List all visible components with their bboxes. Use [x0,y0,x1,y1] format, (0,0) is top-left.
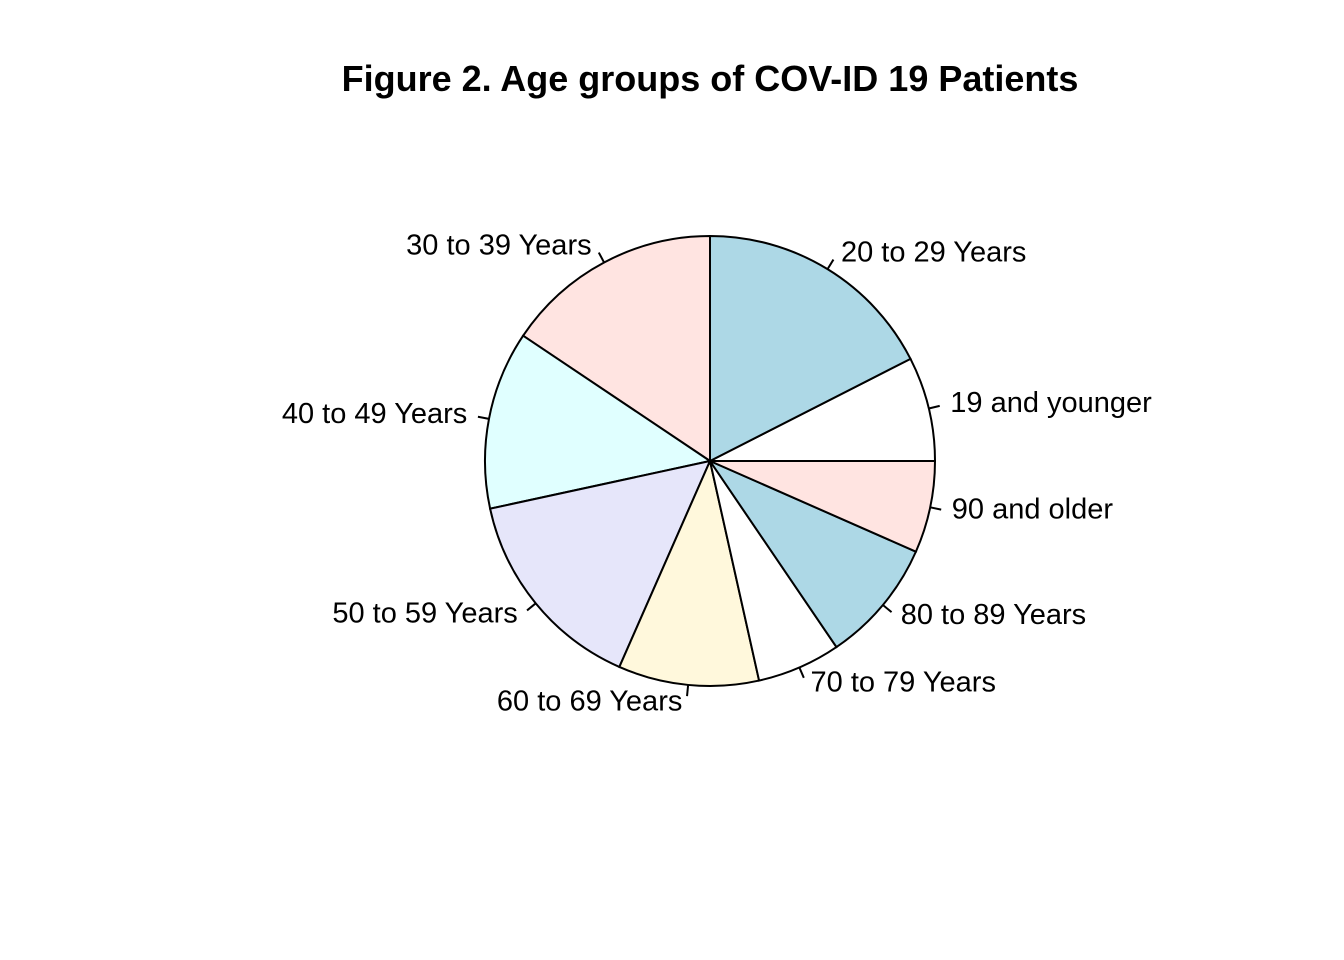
pie-slice-50-to-59-years [488,459,712,669]
leader-line-30-to-39-years [597,252,605,263]
leader-line-40-to-49-years [477,415,490,420]
pie-slice-40-to-49-years [484,334,713,510]
pie-slice-80-to-89-years [707,458,918,649]
leader-line-20-to-29-years [826,259,835,270]
pie-label-60-to-69-years: 60 to 69 Years [497,686,682,718]
pie-label-90-and-older: 90 and older [952,494,1114,526]
pie-label-50-to-59-years: 50 to 59 Years [332,597,517,629]
pie-leader-lines [477,252,942,697]
chart-title: Figure 2. Age groups of COV-ID 19 Patien… [341,58,1079,99]
pie-label-20-to-29-years: 20 to 29 Years [841,236,1026,268]
pie-slices [484,234,937,687]
pie-slice-19-and-younger [709,357,937,462]
pie-labels: 19 and younger 20 to 29 Years 30 to 39 Yea… [282,229,1152,717]
pie-label-80-to-89-years: 80 to 89 Years [901,599,1086,631]
pie-slice-60-to-69-years [618,457,761,687]
leader-line-80-to-89-years [882,604,893,613]
leader-line-70-to-79-years [798,667,805,679]
leader-line-19-and-younger [928,404,940,410]
leader-line-90-and-older [929,506,942,511]
leader-line-60-to-69-years [686,684,690,697]
pie-label-30-to-39-years: 30 to 39 Years [406,229,591,261]
pie-slice-90-and-older [709,460,937,553]
pie-label-40-to-49-years: 40 to 49 Years [282,398,467,430]
pie-label-19-and-younger: 19 and younger [950,387,1152,419]
pie-slice-30-to-39-years [521,234,711,463]
leader-line-50-to-59-years [526,602,537,612]
pie-label-70-to-79-years: 70 to 79 Years [811,667,996,699]
pie-slice-20-to-29-years [709,234,912,463]
